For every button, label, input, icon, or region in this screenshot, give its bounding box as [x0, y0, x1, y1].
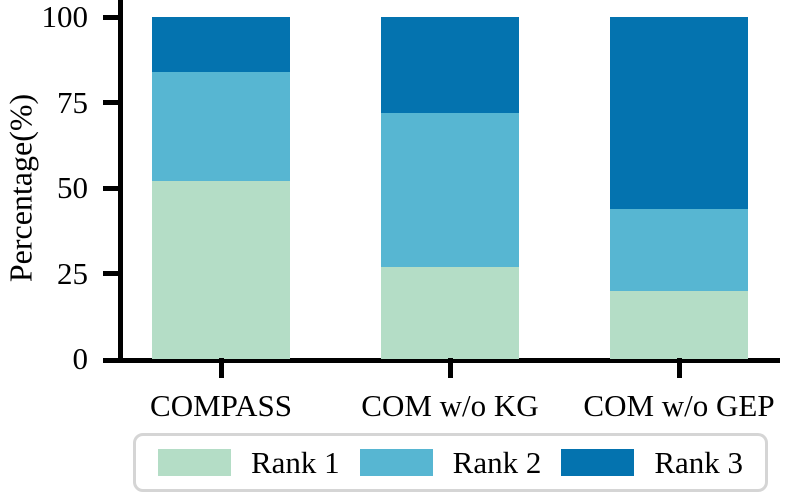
legend: Rank 1 Rank 2 Rank 3: [133, 433, 768, 492]
legend-swatch-rank-3: [561, 449, 635, 476]
bar-segment-rank-3: [152, 17, 290, 72]
y-tick: [103, 271, 123, 276]
bar-segment-rank-1: [152, 181, 290, 359]
legend-label: Rank 1: [250, 445, 340, 480]
bar-segment-rank-2: [381, 112, 519, 267]
bar-segment-rank-3: [610, 17, 748, 209]
legend-item: Rank 3: [561, 447, 743, 478]
y-axis-line: [118, 0, 123, 363]
y-tick: [103, 185, 123, 191]
legend-label: Rank 3: [654, 445, 744, 480]
x-tick: [218, 358, 224, 378]
legend-item: Rank 1: [157, 445, 340, 480]
x-tick: [447, 358, 453, 378]
legend-label: Rank 2: [452, 445, 542, 480]
bar-segment-rank-1: [381, 266, 519, 359]
legend-item: Rank 2: [359, 445, 542, 480]
x-axis-category-label: COM w/o KG: [361, 388, 539, 423]
x-axis-category-label: COM w/o GEP: [583, 388, 775, 423]
bar-segment-rank-2: [610, 208, 748, 291]
y-tick-label: 100: [41, 0, 89, 34]
x-tick: [676, 358, 682, 378]
legend-swatch-rank-2: [359, 449, 433, 476]
bar-segment-rank-1: [610, 290, 748, 359]
legend-swatch-rank-1: [157, 449, 231, 476]
bar: [610, 17, 748, 359]
y-tick-label: 25: [57, 255, 88, 291]
y-tick-label: 50: [57, 170, 88, 205]
x-axis-line: [103, 358, 780, 363]
bar-segment-rank-2: [152, 71, 290, 182]
y-tick: [103, 100, 123, 105]
bar-segment-rank-3: [381, 17, 519, 113]
bar: [152, 17, 290, 359]
y-tick: [103, 14, 123, 20]
bar: [381, 17, 519, 359]
x-axis-category-label: COMPASS: [150, 388, 292, 423]
y-tick-label: 75: [57, 84, 88, 120]
y-tick-label: 0: [72, 341, 89, 376]
